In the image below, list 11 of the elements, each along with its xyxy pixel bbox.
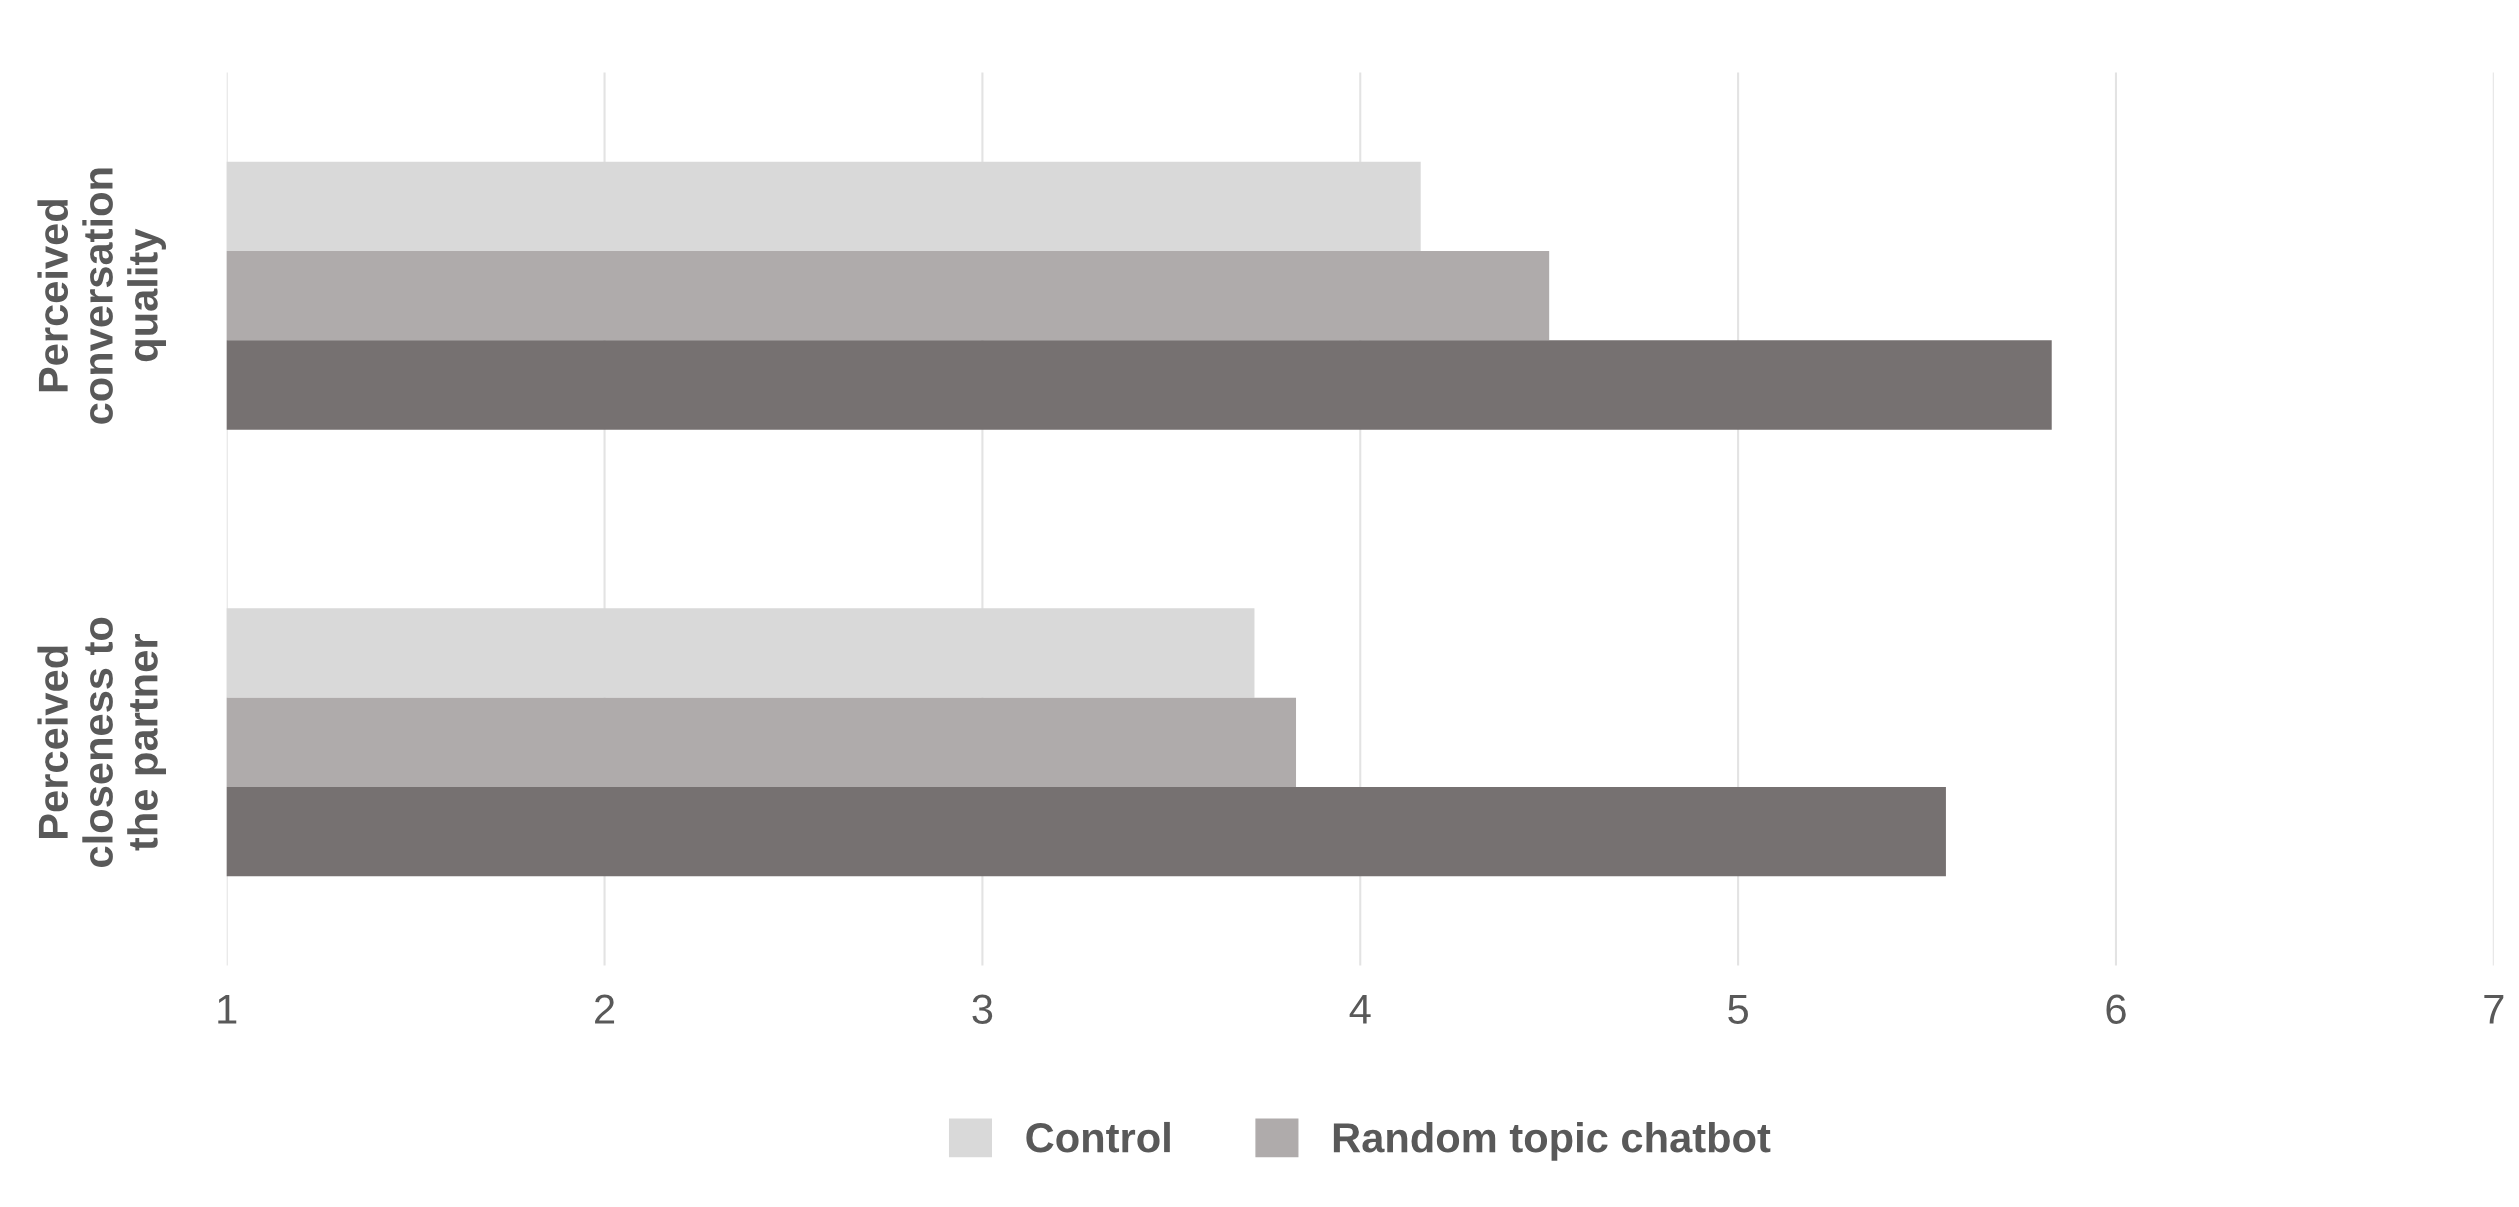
x-tick-label: 7 [2484,994,2504,1024]
y-tick-label: Perceived conversation quality [37,168,167,424]
x-tick-label: 1 [218,994,237,1024]
x-tick-label: 4 [1349,994,1371,1024]
x-tick-label: 5 [1728,994,1748,1024]
legend-label: Control [1026,1121,1170,1153]
y-tick-label: Perceived closeness to the partner [37,617,167,867]
x-tick-label: 3 [972,994,993,1024]
legend-label: Random topic chatbot [1333,1121,1771,1161]
x-tick-label: 2 [595,994,615,1024]
x-tick-label: 6 [2106,994,2126,1024]
